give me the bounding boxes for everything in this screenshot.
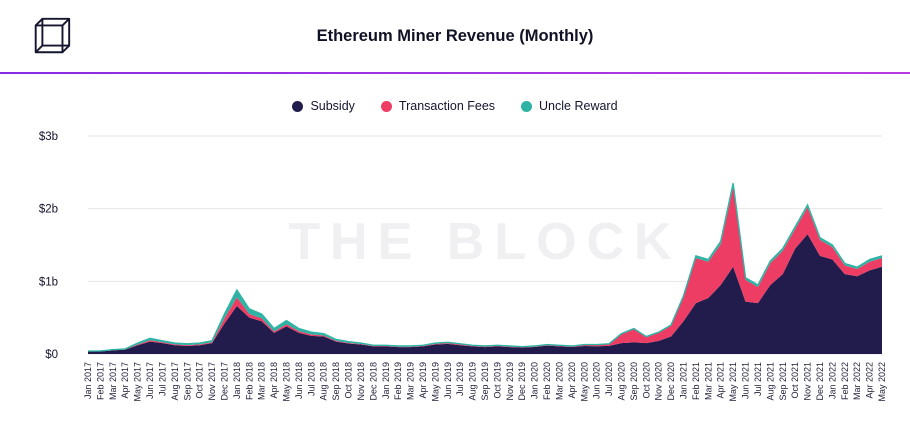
x-axis-label: Nov 2021	[803, 362, 813, 401]
x-axis-label: Jan 2018	[232, 362, 242, 399]
page-title: Ethereum Miner Revenue (Monthly)	[316, 27, 594, 45]
x-axis-label: Jan 2017	[83, 362, 93, 399]
x-axis-label: May 2018	[282, 362, 292, 402]
x-axis-label: Feb 2020	[542, 362, 552, 400]
legend-label-transaction-fees: Transaction Fees	[398, 99, 496, 113]
x-axis-label: Dec 2017	[219, 362, 229, 401]
y-axis-label: $0	[45, 349, 58, 361]
x-axis-label: Feb 2019	[393, 362, 403, 400]
x-axis-label: Oct 2020	[641, 362, 651, 399]
x-axis-label: Oct 2018	[344, 362, 354, 399]
chart-area: THE BLOCK $0 $1b $2b $3b Jan 2017 Feb 2017 Mar …	[0, 124, 910, 429]
x-axis-label: May 2020	[579, 362, 589, 402]
logo-edge	[61, 44, 70, 53]
x-axis-label: Oct 2019	[492, 362, 502, 399]
logo-edge	[61, 18, 70, 27]
x-axis-label: Apr 2022	[865, 362, 875, 399]
x-axis-label: Apr 2020	[567, 362, 577, 399]
x-axis-label: May 2022	[877, 362, 887, 402]
x-axis-label: Apr 2018	[269, 362, 279, 399]
x-axis-label: Aug 2019	[468, 362, 478, 401]
x-axis-label: Jul 2017	[157, 362, 167, 396]
legend-item-subsidy[interactable]: Subsidy	[292, 99, 355, 113]
x-axis-label: Mar 2021	[703, 362, 713, 400]
x-axis-label: Mar 2022	[852, 362, 862, 400]
x-axis-label: Mar 2018	[257, 362, 267, 400]
x-axis-label: Jun 2019	[443, 362, 453, 399]
the-block-logo[interactable]	[28, 14, 74, 58]
x-axis-label: Aug 2021	[765, 362, 775, 401]
logo-edge	[35, 18, 44, 27]
x-axis-label: Mar 2017	[108, 362, 118, 400]
subsidy-swatch-icon	[292, 100, 304, 112]
uncle-reward-swatch-icon	[521, 100, 533, 112]
logo-back-face	[41, 17, 71, 47]
x-axis-label: Dec 2018	[368, 362, 378, 401]
x-axis-label: Mar 2020	[554, 362, 564, 400]
x-axis-label: Sep 2021	[778, 362, 788, 401]
legend-label-uncle-reward: Uncle Reward	[539, 99, 618, 113]
logo-edge	[35, 44, 44, 53]
x-axis-label: Feb 2017	[95, 362, 105, 400]
x-axis-label: Sep 2019	[480, 362, 490, 401]
x-axis-label: Jun 2018	[294, 362, 304, 399]
x-axis-label: Jul 2020	[604, 362, 614, 396]
x-axis-label: Dec 2020	[666, 362, 676, 401]
x-axis-label: Nov 2020	[654, 362, 664, 401]
x-axis-label: Mar 2019	[406, 362, 416, 400]
y-axis-label: $1b	[39, 276, 58, 288]
x-axis-label: Dec 2021	[815, 362, 825, 401]
x-axis-label: Aug 2020	[616, 362, 626, 401]
series-area-transaction-fees	[88, 186, 882, 352]
x-axis-label: Sep 2017	[182, 362, 192, 401]
x-axis-label: Nov 2018	[356, 362, 366, 401]
x-axis-label: Nov 2019	[505, 362, 515, 401]
x-axis-label: Feb 2022	[840, 362, 850, 400]
x-axis-label: May 2019	[430, 362, 440, 402]
x-axis-label: Jul 2021	[753, 362, 763, 396]
x-axis-label: Aug 2017	[170, 362, 180, 401]
x-axis-label: Dec 2019	[517, 362, 527, 401]
x-axis-label: Sep 2018	[331, 362, 341, 401]
x-axis-label: Jul 2018	[306, 362, 316, 396]
x-axis-label: Apr 2019	[418, 362, 428, 399]
x-axis-label: Nov 2017	[207, 362, 217, 401]
x-axis-label: Apr 2021	[716, 362, 726, 399]
logo-front-face	[34, 24, 64, 54]
legend-label-subsidy: Subsidy	[310, 99, 355, 113]
x-axis-label: Feb 2021	[691, 362, 701, 400]
x-axis-label: May 2017	[133, 362, 143, 402]
area-top-line	[87, 183, 883, 352]
legend-item-transaction-fees[interactable]: Transaction Fees	[380, 99, 496, 113]
transaction-fees-swatch-icon	[380, 100, 392, 112]
x-axis-label: Aug 2018	[319, 362, 329, 401]
x-axis-label: Jul 2019	[455, 362, 465, 396]
chart-legend: Subsidy Transaction Fees Uncle Reward	[0, 96, 910, 116]
x-axis-label: Jan 2022	[827, 362, 837, 399]
y-axis-label: $2b	[39, 204, 58, 216]
watermark: THE BLOCK	[288, 213, 681, 271]
x-axis-label: Jan 2020	[530, 362, 540, 399]
x-axis-label: Oct 2021	[790, 362, 800, 399]
series-area-subsidy	[88, 234, 882, 354]
x-axis-label: Apr 2017	[120, 362, 130, 399]
x-axis-label: Jun 2021	[741, 362, 751, 399]
legend-item-uncle-reward[interactable]: Uncle Reward	[521, 99, 618, 113]
x-axis-label: Jun 2020	[592, 362, 602, 399]
x-axis-label: Jan 2019	[381, 362, 391, 399]
x-axis-label: Jan 2021	[679, 362, 689, 399]
header-divider	[0, 72, 910, 74]
x-axis-label: Oct 2017	[195, 362, 205, 399]
x-axis-label: Feb 2018	[244, 362, 254, 400]
x-axis-label: May 2021	[728, 362, 738, 402]
x-axis-label: Jun 2017	[145, 362, 155, 399]
y-axis-label: $3b	[39, 131, 58, 143]
header: Ethereum Miner Revenue (Monthly)	[0, 0, 910, 72]
x-axis-label: Sep 2020	[629, 362, 639, 401]
